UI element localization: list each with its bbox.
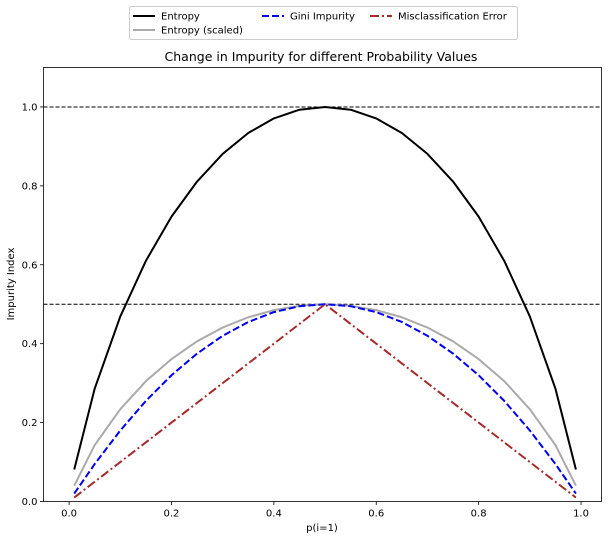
legend-label-entropy: Entropy xyxy=(161,12,200,23)
chart-title: Change in Impurity for different Probabi… xyxy=(165,49,478,64)
x-axis-label: p(i=1) xyxy=(306,523,338,534)
series-line-entropy xyxy=(73,105,577,470)
x-tick-label: 0.4 xyxy=(266,509,282,520)
series-line-misclassification-error xyxy=(73,303,577,499)
y-tick-label: 1.0 xyxy=(22,102,38,113)
x-tick-label: 0.6 xyxy=(368,509,384,520)
x-tick-label: 0.8 xyxy=(471,509,487,520)
x-tick-label: 0.0 xyxy=(61,509,77,520)
legend-frame xyxy=(129,6,518,40)
series-line-gini-impurity xyxy=(73,303,577,495)
legend: Entropy Entropy (scaled) Gini Impurity Misc… xyxy=(129,6,518,40)
x-tick-label: 0.2 xyxy=(164,509,180,520)
plot-frame xyxy=(43,67,602,502)
x-tick-label: 1.0 xyxy=(573,509,589,520)
legend-label-misclassification-error: Misclassification Error xyxy=(398,12,508,23)
y-tick-label: 0.0 xyxy=(22,497,38,508)
legend-label-entropy-scaled: Entropy (scaled) xyxy=(161,26,243,37)
legend-label-gini-impurity: Gini Impurity xyxy=(290,12,355,23)
y-tick-label: 0.2 xyxy=(22,418,38,429)
y-axis-label: Impurity Index xyxy=(6,248,17,321)
y-tick-label: 0.4 xyxy=(22,339,38,350)
plot-area xyxy=(43,67,602,502)
y-tick-label: 0.6 xyxy=(22,260,38,271)
y-tick-label: 0.8 xyxy=(22,181,38,192)
